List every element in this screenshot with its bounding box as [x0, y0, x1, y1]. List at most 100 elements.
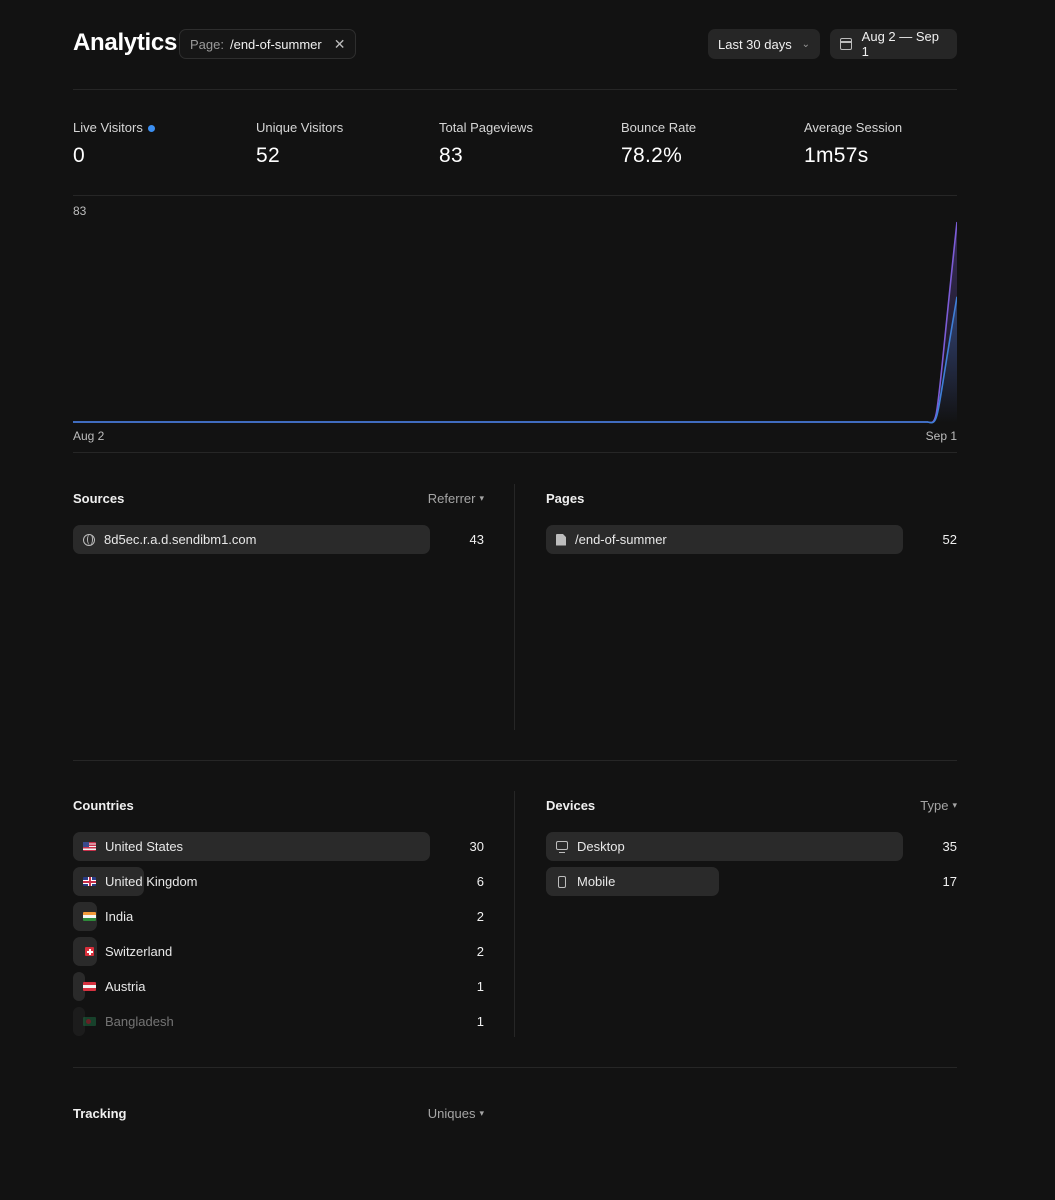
row-label: Desktop [577, 839, 625, 854]
phone-icon [558, 875, 566, 888]
stat-value: 78.2% [621, 144, 683, 167]
date-picker-button[interactable]: Aug 2 — Sep 1 [830, 29, 957, 59]
page-filter-chip[interactable]: Page: /end-of-summer ✕ [179, 29, 357, 59]
uk-flag-icon [83, 877, 96, 886]
row-bar [73, 972, 85, 1001]
filter-value: /end-of-summer [229, 36, 322, 52]
list-item[interactable]: United Kingdom 6 [73, 867, 484, 897]
us-flag-icon [83, 842, 96, 851]
chevron-down-icon: ▾ [952, 800, 957, 810]
stat-label: Average Session [804, 120, 903, 135]
stat-label: Unique Visitors [256, 120, 344, 135]
row-bar [73, 937, 97, 966]
row-count: 43 [469, 532, 484, 547]
row-label: United Kingdom [105, 874, 198, 889]
list-item[interactable]: 8d5ec.r.a.d.sendibm1.com 43 [73, 525, 484, 555]
referrer-select-label: Referrer [427, 491, 476, 506]
stat-unique-visitors: Unique Visitors 52 [256, 120, 426, 168]
row-bar [73, 1007, 85, 1036]
countries-panel: Countries United States 30 United Kingdo… [73, 798, 484, 1038]
row-label: Switzerland [105, 944, 173, 959]
panel-title: Devices [546, 798, 596, 813]
row-count: 1 [476, 979, 484, 994]
x-axis-end-label: Sep 1 [925, 429, 957, 443]
list-item[interactable]: India 2 [73, 902, 484, 932]
type-select[interactable]: Type ▾ [920, 798, 957, 813]
page-title: Analytics [73, 29, 178, 56]
stat-value: 0 [73, 144, 85, 167]
stat-total-pageviews: Total Pageviews 83 [439, 120, 609, 168]
y-axis-max-label: 83 [73, 204, 87, 218]
india-flag-icon [83, 912, 96, 921]
stats-row: Live Visitors 0 Unique Visitors 52 Total… [73, 120, 957, 170]
row-count: 2 [476, 944, 484, 959]
uniques-select[interactable]: Uniques ▾ [428, 1106, 484, 1121]
chart-series-line [73, 296, 957, 424]
vertical-divider [514, 484, 515, 730]
vertical-divider [514, 791, 515, 1037]
chart-series-line [73, 221, 957, 424]
chevron-down-icon: ▾ [479, 1108, 484, 1118]
monitor-icon [556, 841, 568, 853]
type-select-label: Type [920, 798, 949, 813]
referrer-select[interactable]: Referrer ▾ [428, 491, 484, 506]
divider [73, 760, 957, 761]
pageviews-chart: 83 Aug 2 Sep 1 [73, 200, 957, 450]
stat-value: 1m57s [804, 144, 869, 167]
stat-label: Live Visitors [73, 120, 143, 135]
bangladesh-flag-icon [83, 1017, 96, 1026]
row-bar [73, 525, 430, 554]
sources-panel: Sources Referrer ▾ 8d5ec.r.a.d.sendibm1.… [73, 491, 484, 731]
calendar-icon [840, 38, 852, 50]
date-range-select[interactable]: Last 30 days ⌄ [708, 29, 820, 59]
row-label: Bangladesh [105, 1014, 174, 1029]
row-label: /end-of-summer [575, 532, 667, 547]
date-picker-label: Aug 2 — Sep 1 [861, 29, 939, 59]
chevron-down-icon: ▾ [479, 493, 484, 503]
row-label: Mobile [577, 874, 616, 889]
row-label: 8d5ec.r.a.d.sendibm1.com [104, 532, 257, 547]
row-label: Austria [105, 979, 146, 994]
close-icon[interactable]: ✕ [333, 35, 346, 52]
devices-panel: Devices Type ▾ Desktop 35 Mobile 17 [546, 798, 957, 1038]
tracking-panel: Tracking Uniques ▾ [73, 1106, 484, 1146]
panel-title: Tracking [73, 1106, 127, 1121]
divider [73, 195, 957, 196]
list-item[interactable]: Bangladesh 1 [73, 1007, 484, 1037]
chevron-down-icon: ⌄ [801, 38, 810, 50]
row-bar [73, 832, 430, 861]
stat-label: Total Pageviews [439, 120, 533, 135]
list-item[interactable]: Austria 1 [73, 972, 484, 1002]
row-count: 6 [476, 874, 484, 889]
live-dot-icon [147, 124, 155, 132]
panel-title: Countries [73, 798, 134, 813]
stat-bounce-rate: Bounce Rate 78.2% [621, 120, 791, 168]
divider [73, 1067, 957, 1068]
globe-icon [83, 533, 95, 546]
filter-label: Page: [190, 36, 224, 52]
chart-series-area [73, 222, 957, 423]
chart-series-area [73, 296, 957, 423]
list-item[interactable]: Mobile 17 [546, 867, 957, 897]
row-bar [546, 867, 720, 896]
list-item[interactable]: Switzerland 2 [73, 937, 484, 967]
row-count: 52 [942, 532, 957, 547]
row-bar [546, 832, 903, 861]
uniques-select-label: Uniques [427, 1106, 476, 1121]
pages-panel: Pages /end-of-summer 52 [546, 491, 957, 731]
file-icon [556, 533, 566, 546]
list-item[interactable]: Desktop 35 [546, 832, 957, 862]
list-item[interactable]: United States 30 [73, 832, 484, 862]
row-count: 2 [476, 909, 484, 924]
stat-value: 83 [439, 144, 463, 167]
stat-live-visitors: Live Visitors 0 [73, 120, 243, 168]
stat-label: Bounce Rate [621, 120, 697, 135]
divider [73, 89, 957, 90]
panel-title: Pages [546, 491, 585, 506]
row-bar [546, 525, 903, 554]
stat-value: 52 [256, 144, 280, 167]
date-range-select-label: Last 30 days [718, 36, 792, 52]
row-label: United States [105, 839, 184, 854]
list-item[interactable]: /end-of-summer 52 [546, 525, 957, 555]
chart-plot [73, 221, 957, 424]
